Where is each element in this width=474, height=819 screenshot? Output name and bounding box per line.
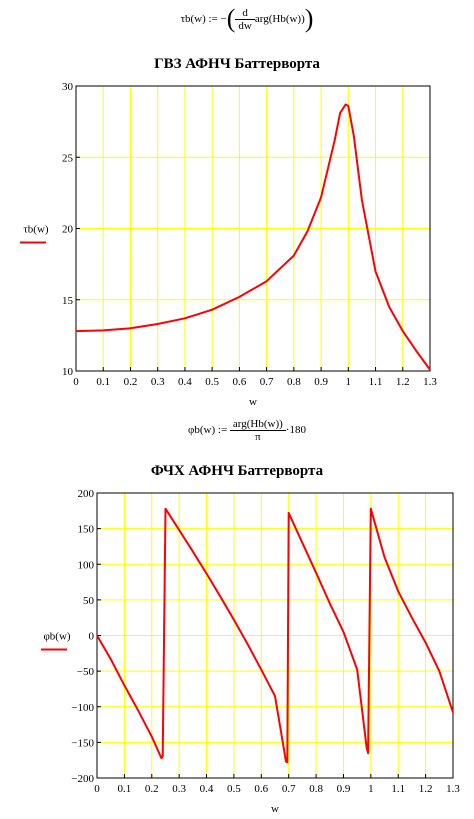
chart1-xtick-label: 0.7 (260, 376, 274, 388)
formula-phi: φb(w) := arg(Hb(w)) π ·180 (0, 410, 474, 450)
chart2-xtick-label: 1.1 (391, 783, 405, 795)
chart1-xtick-label: 0.3 (151, 376, 165, 388)
chart2-xtick-label: 0.9 (337, 783, 351, 795)
chart2-xtick-label: 0.1 (118, 783, 132, 795)
chart-phase-response: 0 0.1 0.2 0.3 0.4 0.5 0.6 0.7 0.8 0.9 1 1.1 1.2 1.3 −2… (41, 488, 460, 815)
formula-phi-den: π (255, 430, 261, 443)
chart2-xtick-label: 0.3 (172, 783, 186, 795)
chart1-xaxis-label: w (249, 396, 257, 408)
chart-group-delay: 0 0.1 0.2 0.3 0.4 0.5 0.6 0.7 0.8 0.9 1 1.1 1.2 1.3 10… (20, 81, 437, 408)
chart2-ytick-label: 150 (78, 524, 95, 536)
chart2-ytick-label: 0 (89, 631, 95, 643)
formula-tau-num: d (235, 7, 255, 20)
chart2-ytick-label: −100 (71, 702, 94, 714)
formula-phi-lhs: φb(w) := (188, 424, 228, 436)
chart1-ytick-label: 20 (62, 224, 74, 236)
paren-close: ) (304, 4, 314, 33)
chart1-xtick-label: 0.4 (178, 376, 192, 388)
chart2-xtick-label: 0.8 (309, 783, 323, 795)
chart1-xtick-label: 1.3 (423, 376, 437, 388)
chart2-ytick-label: −150 (71, 737, 94, 749)
chart2-ytick-label: −200 (71, 773, 94, 785)
formula-phi-rhs: ·180 (285, 424, 306, 436)
chart2-xtick-label: 0 (94, 783, 100, 795)
chart1-xtick-label: 0.1 (96, 376, 110, 388)
chart1-series-line (75, 103, 431, 371)
chart2-xtick-label: 0.5 (227, 783, 241, 795)
chart2-title: ФЧХ АФНЧ Баттерворта (150, 463, 324, 479)
chart2-ytick-label: 50 (83, 595, 95, 607)
chart2-ytick-label: 200 (78, 488, 95, 500)
chart1-ytick-label: 30 (62, 81, 74, 93)
chart1-xtick-label: 0 (73, 376, 79, 388)
chart2-xaxis-label: w (271, 803, 279, 815)
chart2-xtick-label: 0.2 (145, 783, 159, 795)
chart2-xtick-label: 0.7 (282, 783, 296, 795)
chart1-xtick-label: 1.2 (396, 376, 410, 388)
chart1-xtick-label: 0.6 (233, 376, 247, 388)
formula-tau-minus: − (220, 13, 227, 25)
chart2-xtick-label: 0.4 (200, 783, 214, 795)
chart1-ytick-label: 25 (62, 152, 74, 164)
formula-tau-rhs: arg(Hb(w)) (254, 13, 305, 25)
formula-tau-den: dw (238, 19, 252, 32)
chart1-ytick-label: 15 (62, 295, 74, 307)
formula-tau-derivative: d dw (235, 7, 255, 32)
chart2-yaxis-label: φb(w) (43, 631, 70, 643)
formula-phi-fraction: arg(Hb(w)) π (229, 418, 286, 443)
chart1-xtick-label: 1.1 (369, 376, 383, 388)
chart2-series-line (96, 507, 454, 764)
paren-open: ( (226, 4, 236, 33)
chart1-title: ГВЗ АФНЧ Баттерворта (154, 56, 320, 72)
chart1-xtick-label: 0.9 (314, 376, 328, 388)
chart1-xtick-label: 0.2 (124, 376, 138, 388)
chart2-xtick-label: 1.3 (446, 783, 460, 795)
chart2-xtick-label: 0.6 (254, 783, 268, 795)
formula-tau: τb(w) := −( d dw arg(Hb(w))) (0, 2, 474, 36)
chart2-ytick-label: −50 (77, 666, 95, 678)
chart2-ytick-label: 100 (78, 559, 95, 571)
chart1-xtick-label: 0.5 (205, 376, 219, 388)
chart1-yaxis-label: τb(w) (23, 224, 49, 236)
chart2-xtick-label: 1 (368, 783, 374, 795)
chart1-xtick-label: 0.8 (287, 376, 301, 388)
formula-tau-lhs: τb(w) := (180, 13, 218, 25)
chart1-xtick-label: 1 (346, 376, 352, 388)
chart2-xtick-label: 1.2 (419, 783, 433, 795)
chart1-ytick-label: 10 (62, 366, 74, 378)
formula-phi-num: arg(Hb(w)) (229, 418, 286, 431)
